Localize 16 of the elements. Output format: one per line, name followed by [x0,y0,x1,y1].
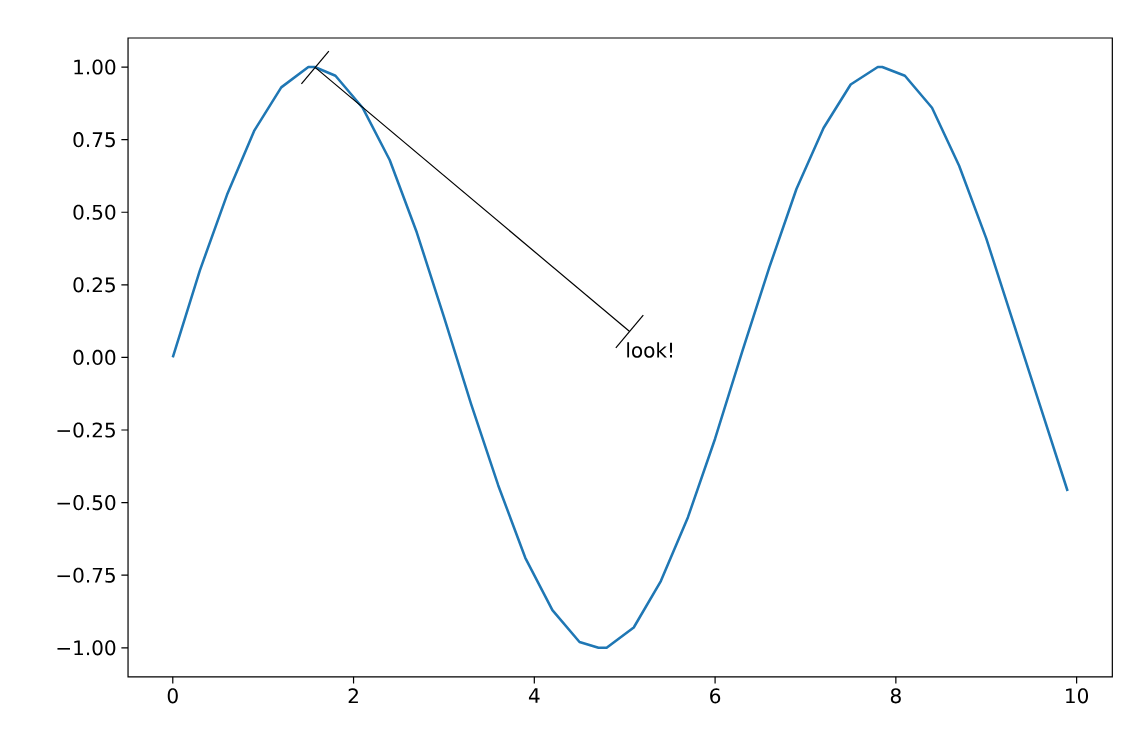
x-tick-label: 4 [528,688,540,703]
y-tick-label: −0.50 [57,494,116,511]
x-tick-label: 2 [348,688,358,703]
x-tick-label: 0 [167,688,178,704]
y-tick-label: 1.00 [74,59,116,75]
y-tick-label: 0.00 [73,349,116,365]
y-tick-label: −0.75 [57,567,115,583]
x-tick-label: 10 [1066,688,1089,704]
annotation: look! [627,342,673,358]
y-tick-label: 0.50 [73,204,116,220]
y-tick-label: −1.00 [57,640,116,656]
y-tick-label: 0.25 [73,277,115,293]
x-tick-label: 8 [890,688,901,704]
x-tick-label: 6 [710,688,721,704]
y-tick-label: −0.25 [57,422,115,438]
y-tick-label: 0.75 [73,131,115,148]
